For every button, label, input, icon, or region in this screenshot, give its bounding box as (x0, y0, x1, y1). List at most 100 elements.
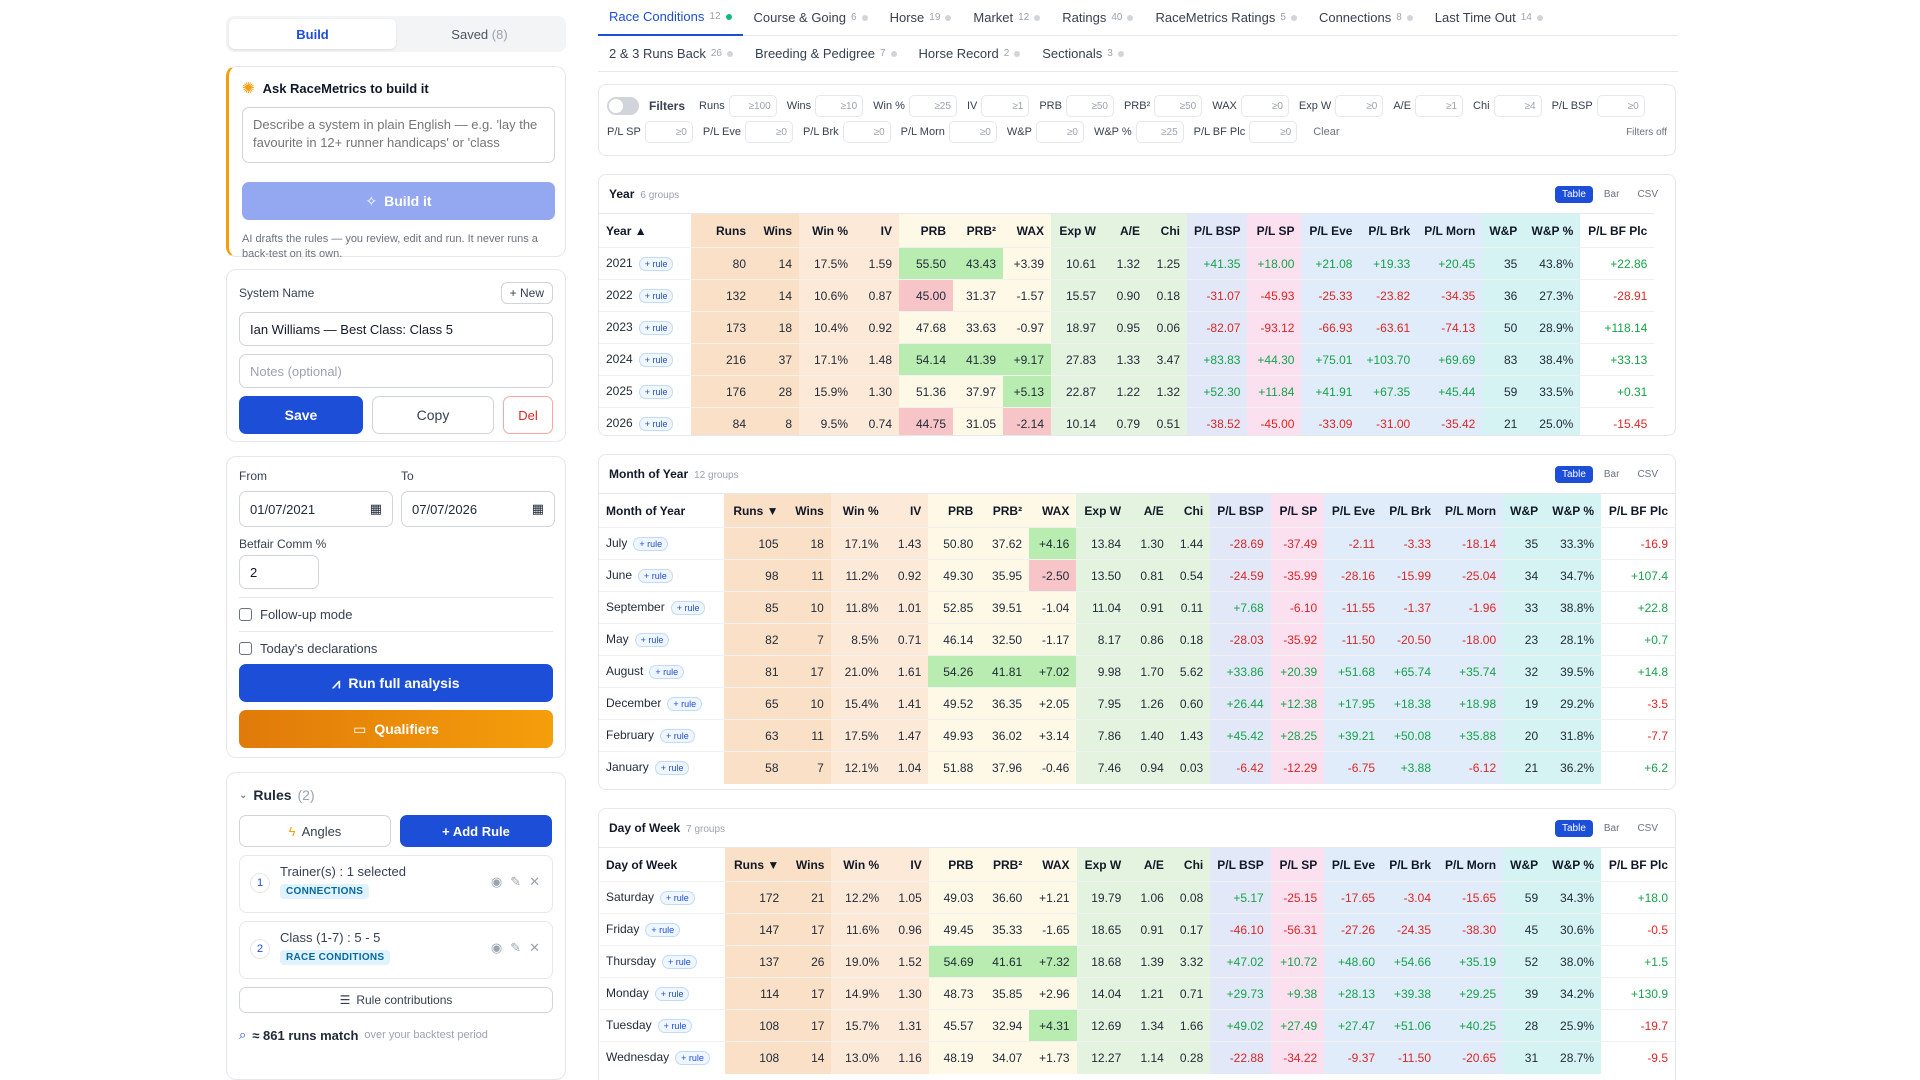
tab-connections[interactable]: Connections 8 (1308, 0, 1424, 36)
column-header[interactable]: IV (885, 493, 929, 528)
column-header[interactable]: P/L BSP (1187, 213, 1248, 248)
eye-icon[interactable]: ◉ (490, 874, 503, 889)
column-header[interactable]: Win % (799, 213, 855, 248)
table-row[interactable]: 2023 + rule 173 18 10.4% 0.92 47.68 33.63 -0.97 1… (599, 311, 1655, 344)
filter-input[interactable]: ≥0 (1249, 121, 1298, 143)
filter-input[interactable]: ≥25 (1135, 121, 1184, 143)
from-date-input[interactable]: 01/07/2021 ▦ (239, 491, 393, 527)
filter-input[interactable]: ≥1 (981, 95, 1030, 117)
add-rule-badge[interactable]: + rule (638, 353, 674, 367)
copy-button[interactable]: Copy (372, 396, 494, 434)
table-row[interactable]: February + rule 63 11 17.5% 1.47 49.93 36.02 +3.… (599, 719, 1675, 752)
column-header[interactable]: Win % (830, 493, 886, 528)
run-analysis-button[interactable]: ⩘ Run full analysis (239, 664, 553, 702)
column-header[interactable]: Wins (785, 493, 831, 528)
add-rule-badge[interactable]: + rule (638, 569, 673, 583)
column-header[interactable]: Win % (831, 847, 887, 882)
table-row[interactable]: Monday + rule 114 17 14.9% 1.30 48.73 35.85 +2.9… (599, 977, 1675, 1010)
column-header[interactable]: Chi (1147, 213, 1187, 248)
add-rule-badge[interactable]: + rule (649, 665, 685, 679)
rules-header[interactable]: ⌄ Rules (2) (239, 783, 553, 807)
tab-2-3-runs-back[interactable]: 2 & 3 Runs Back 26 (598, 36, 744, 72)
column-header[interactable]: A/E (1128, 847, 1171, 882)
build-it-button[interactable]: ✧ Build it (242, 182, 555, 220)
table-row[interactable]: Friday + rule 147 17 11.6% 0.96 49.45 35.33 -1.6… (599, 913, 1675, 946)
column-header[interactable]: P/L Morn (1417, 213, 1483, 248)
add-rule-badge[interactable]: + rule (638, 321, 674, 335)
column-header[interactable]: Runs (691, 213, 753, 248)
tab-racemetrics-ratings[interactable]: RaceMetrics Ratings 5 (1144, 0, 1308, 36)
csv-export-button[interactable]: CSV (1637, 822, 1658, 834)
ask-ai-input[interactable] (242, 107, 555, 163)
column-header[interactable]: Chi (1170, 847, 1211, 882)
new-system-button[interactable]: + New (500, 282, 553, 304)
tab-course-going[interactable]: Course & Going 6 (743, 0, 879, 36)
column-header[interactable]: W&P (1503, 493, 1546, 528)
filter-input[interactable]: ≥0 (1240, 95, 1289, 117)
column-header[interactable]: Exp W (1051, 213, 1103, 248)
table-row[interactable]: August + rule 81 17 21.0% 1.61 54.26 41.81 +7.02… (599, 655, 1675, 688)
tab-horse[interactable]: Horse 19 (879, 0, 963, 36)
delete-button[interactable]: Del (503, 396, 553, 434)
filter-input[interactable]: ≥0 (1035, 121, 1084, 143)
close-icon[interactable]: ✕ (529, 940, 540, 955)
add-rule-badge[interactable]: + rule (670, 601, 706, 615)
column-header[interactable]: P/L SP (1270, 847, 1325, 882)
column-header[interactable]: Exp W (1076, 493, 1129, 528)
column-header[interactable]: A/E (1103, 213, 1147, 248)
filters-toggle[interactable] (607, 97, 639, 115)
notes-input[interactable]: Notes (optional) (239, 354, 553, 388)
table-row[interactable]: Wednesday + rule 108 14 13.0% 1.16 48.19 34.07 +… (599, 1041, 1675, 1074)
column-header[interactable]: P/L BSP (1210, 493, 1271, 528)
column-header[interactable]: P/L Eve (1324, 847, 1383, 882)
filter-input[interactable]: ≥50 (1154, 95, 1203, 117)
table-row[interactable]: 2021 + rule 80 14 17.5% 1.59 55.50 43.43 +3.39 10… (599, 247, 1655, 280)
table-row[interactable]: June + rule 98 11 11.2% 0.92 49.30 35.95 -2.50 13… (599, 559, 1675, 592)
system-name-input[interactable]: Ian Williams — Best Class: Class 5 (239, 312, 553, 346)
table-view-button[interactable]: Table (1554, 465, 1593, 483)
column-header[interactable]: P/L BSP (1210, 847, 1271, 882)
column-header[interactable]: P/L Brk (1382, 493, 1439, 528)
column-header[interactable]: Exp W (1076, 847, 1129, 882)
column-header[interactable]: P/L SP (1270, 493, 1325, 528)
tab-market[interactable]: Market 12 (962, 0, 1051, 36)
column-header[interactable]: WAX (1029, 847, 1077, 882)
bar-view-button[interactable]: Bar (1603, 468, 1620, 480)
add-rule-badge[interactable]: + rule (657, 1019, 693, 1033)
filter-input[interactable]: ≥0 (948, 121, 997, 143)
column-header[interactable]: W&P % (1545, 847, 1602, 882)
csv-export-button[interactable]: CSV (1637, 188, 1658, 200)
filter-input[interactable]: ≥25 (908, 95, 957, 117)
tab-sectionals[interactable]: Sectionals 3 (1031, 36, 1135, 72)
column-header[interactable]: PRB² (980, 493, 1030, 528)
save-button[interactable]: Save (239, 396, 363, 434)
column-header[interactable]: P/L SP (1247, 213, 1302, 248)
add-rule-badge[interactable]: + rule (638, 257, 674, 271)
column-header[interactable]: P/L Eve (1301, 213, 1360, 248)
column-header[interactable]: P/L BF Plc (1580, 213, 1655, 248)
column-header[interactable]: P/L BF Plc (1601, 847, 1675, 882)
filter-input[interactable]: ≥0 (744, 121, 793, 143)
table-row[interactable]: 2026 + rule 84 8 9.5% 0.74 44.75 31.05 -2.14 10.1… (599, 407, 1655, 435)
filter-input[interactable]: ≥0 (842, 121, 891, 143)
column-header[interactable]: PRB (928, 847, 981, 882)
tab-build[interactable]: Build (229, 19, 396, 49)
edit-icon[interactable]: ✎ (510, 874, 522, 889)
rule-contributions-button[interactable]: ☰ Rule contributions (239, 987, 553, 1013)
tab-saved[interactable]: Saved (8) (396, 19, 563, 49)
column-header[interactable]: Wins (786, 847, 832, 882)
column-header[interactable]: P/L Morn (1438, 493, 1504, 528)
column-header[interactable]: WAX (1003, 213, 1051, 248)
add-rule-badge[interactable]: + rule (633, 537, 669, 551)
column-header[interactable]: PRB² (980, 847, 1030, 882)
filter-input[interactable]: ≥10 (815, 95, 864, 117)
add-rule-badge[interactable]: + rule (662, 955, 697, 969)
table-row[interactable]: July + rule 105 18 17.1% 1.43 50.80 37.62 +4.16 1… (599, 527, 1675, 560)
table-row[interactable]: Tuesday + rule 108 17 15.7% 1.31 45.57 32.94 +4.… (599, 1009, 1675, 1042)
table-row[interactable]: 2024 + rule 216 37 17.1% 1.48 54.14 41.39 +9.17 2… (599, 343, 1655, 376)
tab-ratings[interactable]: Ratings 40 (1051, 0, 1144, 36)
add-rule-badge[interactable]: + rule (638, 385, 674, 399)
filter-input[interactable]: ≥0 (1596, 95, 1645, 117)
clear-filters-button[interactable]: Clear (1313, 126, 1340, 138)
tab-race-conditions[interactable]: Race Conditions 12 (598, 0, 743, 36)
